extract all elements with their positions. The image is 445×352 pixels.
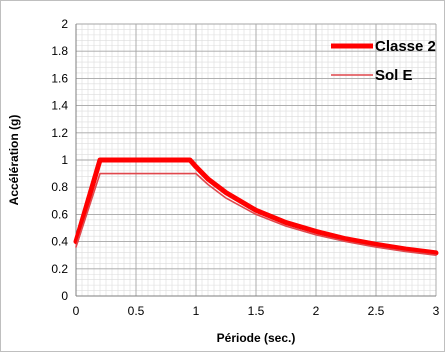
x-tick-label: 1.5 <box>248 304 265 318</box>
y-tick-label: 1 <box>61 153 68 167</box>
y-tick-label: 0.2 <box>51 262 68 276</box>
y-tick-label: 0 <box>61 289 68 303</box>
series-line-classe-2 <box>73 157 439 256</box>
y-axis-title: Accélération (g) <box>7 115 21 206</box>
x-axis-title: Période (sec.) <box>217 331 296 345</box>
y-tick-label: 0.4 <box>51 235 68 249</box>
x-tick-label: 0 <box>73 304 80 318</box>
y-tick-label: 0.6 <box>51 207 68 221</box>
y-tick-label: 1.2 <box>51 126 68 140</box>
series-line-sol-e <box>75 172 437 256</box>
x-tick-label: 2.5 <box>368 304 385 318</box>
x-tick-label: 1 <box>193 304 200 318</box>
legend-label: Sol E <box>375 67 413 84</box>
y-tick-label: 1.4 <box>51 99 68 113</box>
legend-label: Classe 2 <box>375 38 436 55</box>
x-tick-label: 2 <box>313 304 320 318</box>
y-tick-label: 1.6 <box>51 71 68 85</box>
y-tick-label: 0.8 <box>51 180 68 194</box>
x-tick-label: 0.5 <box>128 304 145 318</box>
y-tick-label: 2 <box>61 17 68 31</box>
y-tick-label: 1.8 <box>51 44 68 58</box>
x-tick-label: 3 <box>433 304 440 318</box>
